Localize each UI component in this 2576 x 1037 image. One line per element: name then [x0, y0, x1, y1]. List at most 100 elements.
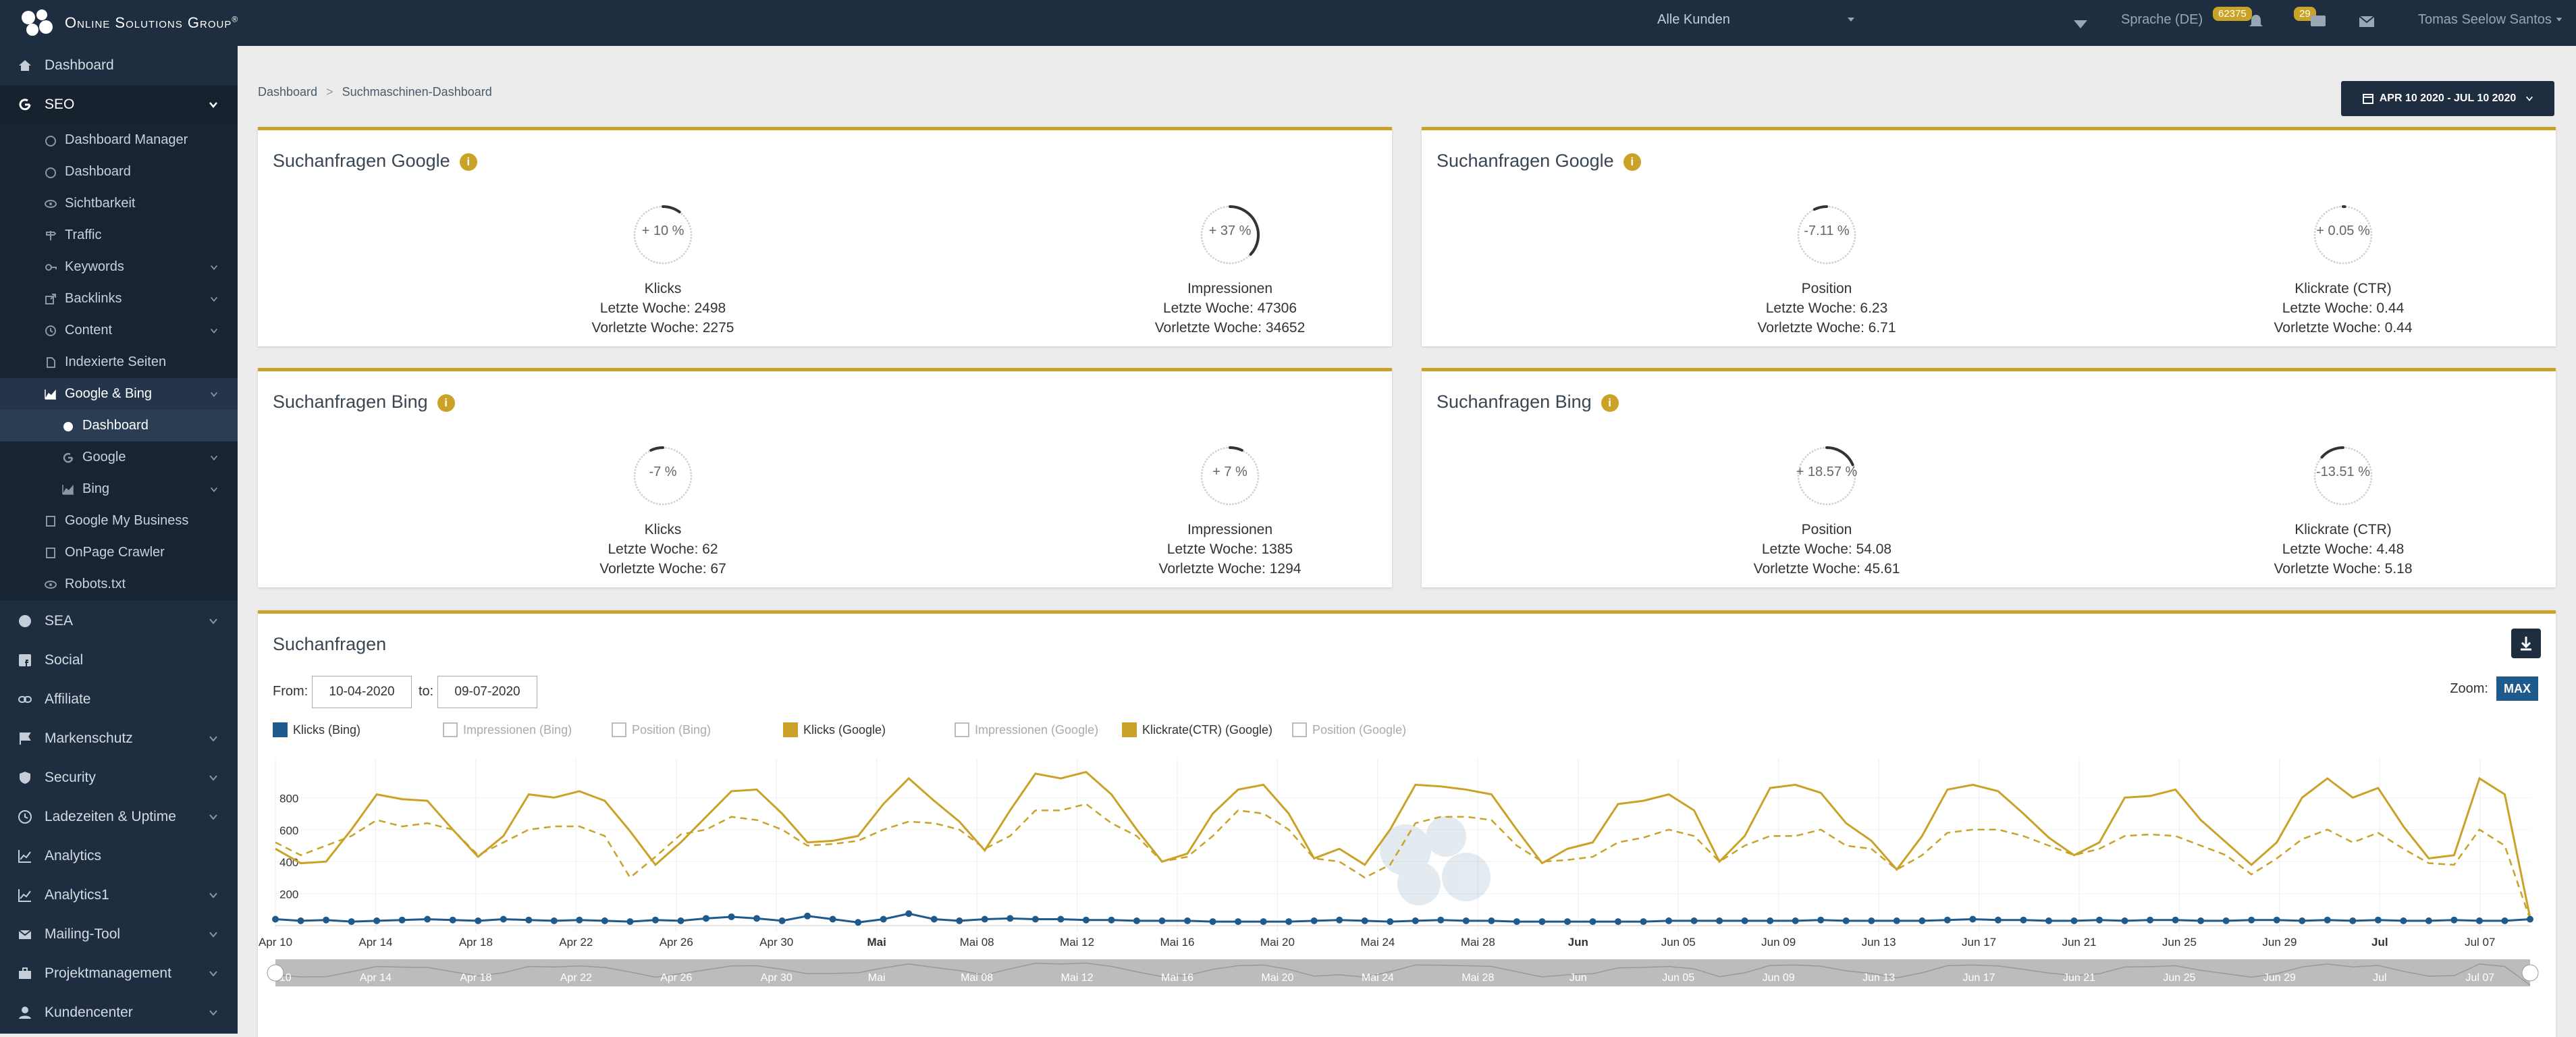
navigator-handle[interactable]	[2522, 965, 2538, 981]
chat-icon[interactable]	[2309, 12, 2328, 31]
data-point-klicks-bing[interactable]	[1437, 917, 1444, 924]
info-icon[interactable]: i	[1624, 153, 1641, 171]
info-icon[interactable]: i	[1601, 394, 1619, 412]
user-menu[interactable]: Tomas Seelow Santos	[2418, 12, 2563, 28]
data-point-klicks-bing[interactable]	[855, 919, 861, 926]
data-point-klicks-bing[interactable]	[2147, 917, 2153, 924]
data-point-klicks-bing[interactable]	[830, 916, 836, 923]
data-point-klicks-bing[interactable]	[2501, 918, 2508, 924]
date-range-picker[interactable]: APR 10 2020 - JUL 10 2020	[2341, 81, 2554, 116]
navigator-handle[interactable]	[267, 965, 284, 981]
sidebar-sub-dashboard-manager[interactable]: Dashboard Manager	[0, 124, 238, 156]
data-point-klicks-bing[interactable]	[1184, 918, 1191, 924]
data-point-klicks-bing[interactable]	[1336, 917, 1343, 924]
data-point-klicks-bing[interactable]	[1285, 918, 1292, 925]
data-point-klicks-bing[interactable]	[1108, 917, 1115, 924]
data-point-klicks-bing[interactable]	[1032, 916, 1039, 923]
data-point-klicks-bing[interactable]	[298, 918, 304, 924]
data-point-klicks-bing[interactable]	[475, 918, 481, 924]
sidebar-sub-sichtbarkeit[interactable]: Sichtbarkeit	[0, 188, 238, 219]
sidebar-item-seo[interactable]: SEO	[0, 85, 238, 124]
data-point-klicks-bing[interactable]	[626, 918, 633, 925]
data-point-klicks-bing[interactable]	[601, 918, 608, 924]
sidebar-item-projektmanagement[interactable]: Projektmanagement	[0, 954, 238, 993]
data-point-klicks-bing[interactable]	[1083, 917, 1090, 924]
data-point-klicks-bing[interactable]	[2096, 917, 2103, 924]
sidebar-item-security[interactable]: Security	[0, 758, 238, 797]
data-point-klicks-bing[interactable]	[2122, 918, 2128, 924]
data-point-klicks-bing[interactable]	[1362, 918, 1368, 924]
data-point-klicks-bing[interactable]	[905, 910, 912, 917]
sidebar-item-dashboard[interactable]: Dashboard	[0, 46, 238, 85]
data-point-klicks-bing[interactable]	[982, 916, 988, 923]
data-point-klicks-bing[interactable]	[272, 916, 279, 923]
sidebar-sub-backlinks[interactable]: Backlinks	[0, 283, 238, 315]
breadcrumb-home-link[interactable]: Dashboard	[258, 85, 317, 99]
data-point-klicks-bing[interactable]	[880, 916, 887, 923]
data-point-klicks-bing[interactable]	[1311, 918, 1318, 924]
sidebar-sub-traffic[interactable]: Traffic	[0, 219, 238, 251]
brand-logo[interactable]: Online Solutions Group®	[19, 7, 238, 39]
data-point-klicks-bing[interactable]	[1412, 918, 1419, 924]
data-point-klicks-bing[interactable]	[2045, 918, 2052, 924]
data-point-klicks-bing[interactable]	[1463, 918, 1470, 924]
data-point-klicks-bing[interactable]	[1488, 918, 1495, 924]
sidebar-item-analytics[interactable]: Analytics	[0, 836, 238, 876]
data-point-klicks-bing[interactable]	[1742, 918, 1748, 924]
sidebar-sub-onpage-crawler[interactable]: OnPage Crawler	[0, 537, 238, 568]
data-point-klicks-bing[interactable]	[500, 916, 507, 923]
data-point-klicks-bing[interactable]	[525, 917, 532, 924]
data-point-klicks-bing[interactable]	[1918, 918, 1925, 924]
data-point-klicks-bing[interactable]	[2299, 918, 2305, 924]
data-point-klicks-bing[interactable]	[753, 915, 760, 922]
data-point-klicks-bing[interactable]	[779, 918, 786, 924]
sidebar-item-markenschutz[interactable]: Markenschutz	[0, 719, 238, 758]
data-point-klicks-bing[interactable]	[1843, 918, 1850, 924]
data-point-klicks-bing[interactable]	[1564, 918, 1571, 925]
data-point-klicks-bing[interactable]	[1007, 915, 1013, 922]
data-point-klicks-bing[interactable]	[450, 917, 456, 924]
data-point-klicks-bing[interactable]	[2349, 918, 2356, 924]
data-point-klicks-bing[interactable]	[2476, 918, 2483, 924]
sidebar-item-analytics1[interactable]: Analytics1	[0, 876, 238, 915]
data-point-klicks-bing[interactable]	[1691, 918, 1698, 924]
data-point-klicks-bing[interactable]	[1615, 918, 1621, 925]
data-point-klicks-bing[interactable]	[1538, 918, 1545, 925]
data-point-klicks-bing[interactable]	[399, 917, 406, 924]
data-point-klicks-bing[interactable]	[1767, 918, 1773, 924]
data-point-klicks-bing[interactable]	[1640, 918, 1647, 925]
data-point-klicks-bing[interactable]	[1589, 918, 1596, 925]
sidebar-sub-content[interactable]: Content	[0, 315, 238, 346]
data-point-klicks-bing[interactable]	[1716, 918, 1723, 924]
sidebar-sub-google-bing[interactable]: Google & Bing	[0, 378, 238, 410]
data-point-klicks-bing[interactable]	[703, 915, 709, 922]
sidebar-sub-keywords[interactable]: Keywords	[0, 251, 238, 283]
data-point-klicks-bing[interactable]	[2274, 917, 2280, 924]
data-point-klicks-bing[interactable]	[2527, 916, 2533, 923]
data-point-klicks-bing[interactable]	[652, 917, 659, 924]
data-point-klicks-bing[interactable]	[2375, 917, 2382, 924]
customer-select[interactable]: Alle Kunden	[1657, 12, 1860, 28]
sidebar-sub-google-bing-dashboard[interactable]: Dashboard	[0, 410, 238, 442]
sidebar-item-ladezeiten[interactable]: Ladezeiten & Uptime	[0, 797, 238, 836]
sidebar-item-mailing-tool[interactable]: Mailing-Tool	[0, 915, 238, 954]
sidebar-sub-google[interactable]: Google	[0, 442, 238, 473]
data-point-klicks-bing[interactable]	[2197, 918, 2204, 924]
data-point-klicks-bing[interactable]	[1158, 918, 1165, 924]
data-point-klicks-bing[interactable]	[1894, 918, 1900, 924]
language-select[interactable]: Sprache (DE)	[2121, 12, 2203, 28]
data-point-klicks-bing[interactable]	[1868, 918, 1875, 924]
data-point-klicks-bing[interactable]	[1513, 918, 1520, 925]
data-point-klicks-bing[interactable]	[1817, 917, 1824, 924]
chevron-down-icon[interactable]	[2071, 15, 2090, 34]
sidebar-sub-indexierte-seiten[interactable]: Indexierte Seiten	[0, 346, 238, 378]
data-point-klicks-bing[interactable]	[2400, 918, 2407, 924]
data-point-klicks-bing[interactable]	[804, 913, 811, 920]
data-point-klicks-bing[interactable]	[2223, 918, 2230, 924]
data-point-klicks-bing[interactable]	[1133, 918, 1140, 924]
data-point-klicks-bing[interactable]	[323, 917, 329, 924]
data-point-klicks-bing[interactable]	[1235, 918, 1241, 925]
data-point-klicks-bing[interactable]	[2450, 917, 2457, 924]
data-point-klicks-bing[interactable]	[373, 918, 380, 924]
data-point-klicks-bing[interactable]	[2020, 917, 2027, 924]
